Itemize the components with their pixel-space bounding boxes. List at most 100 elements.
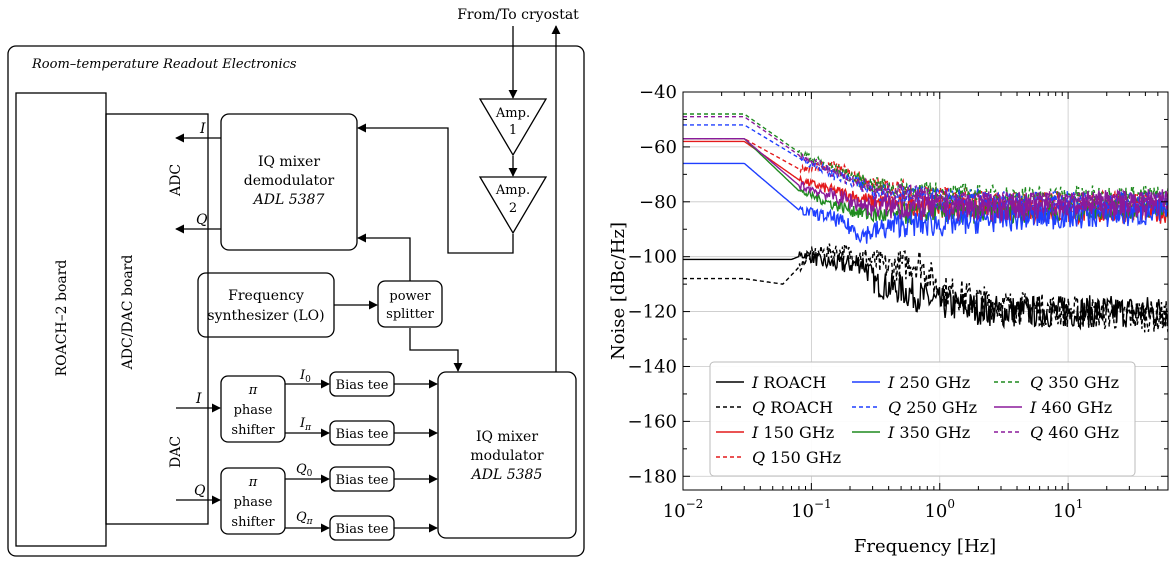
- splitter-line2: splitter: [386, 307, 434, 322]
- legend-label: Q 150 GHz: [752, 448, 841, 467]
- y-tick-label: −40: [639, 82, 677, 103]
- bias-tee-i0-label: Bias tee: [336, 378, 389, 393]
- cryostat-label: From/To cryostat: [457, 7, 579, 23]
- legend-label: I 250 GHz: [887, 373, 970, 392]
- x-tick-label-base: 10: [1053, 501, 1076, 522]
- noise-chart: 10−2 10−1 100 101−40−60−80−100−120−140−160−…: [608, 82, 1169, 557]
- x-tick-label-exp: 0: [947, 497, 955, 511]
- x-axis-label: Frequency [Hz]: [854, 536, 996, 557]
- signal-ipi-main: I: [299, 416, 306, 431]
- demodulator-line2: demodulator: [244, 173, 335, 189]
- readout-electronics-panel: [7, 45, 585, 557]
- x-tick-label-base: 10: [663, 501, 686, 522]
- x-tick-label-exp: 1: [1076, 497, 1084, 511]
- modulator-part: ADL 5385: [470, 467, 543, 483]
- legend-label-rest: 350 GHz: [894, 423, 970, 442]
- amp2-line1: Amp.: [495, 183, 530, 198]
- legend-label-symbol: I: [1029, 398, 1037, 417]
- amp2-triangle: [478, 176, 548, 235]
- bias-tee-qpi-label: Bias tee: [336, 522, 389, 537]
- legend-label-symbol: I: [887, 373, 895, 392]
- y-tick-label: −100: [628, 247, 677, 268]
- signal-ipi: Iπ: [299, 416, 312, 433]
- signal-q0-main: Q: [296, 462, 307, 477]
- y-axis-label: Noise [dBc/Hz]: [608, 222, 629, 360]
- phase-shifter-i-pi: π: [248, 383, 258, 398]
- signal-q0: Q0: [296, 462, 313, 479]
- synth-line2: synthesizer (LO): [207, 308, 324, 324]
- plot-frame: [682, 91, 1169, 491]
- legend-label-rest: 250 GHz: [894, 373, 970, 392]
- legend-label-symbol: Q: [888, 398, 901, 417]
- x-tick-label: 10−1: [791, 497, 832, 522]
- demodulator-line1: IQ mixer: [258, 154, 320, 170]
- series-line: [683, 162, 1168, 244]
- y-tick-label: −160: [628, 411, 677, 432]
- legend-label: Q 250 GHz: [888, 398, 977, 417]
- legend-label: Q ROACH: [752, 398, 833, 417]
- legend-label-rest: ROACH: [758, 373, 826, 392]
- legend-label: I 460 GHz: [1029, 398, 1112, 417]
- legend-label-rest: ROACH: [765, 398, 833, 417]
- signal-q-dac: Q: [194, 483, 206, 499]
- signal-qpi: Qπ: [296, 510, 314, 527]
- legend-label-symbol: I: [751, 423, 759, 442]
- signal-i-demod: I: [199, 121, 206, 137]
- bias-tee-q0-label: Bias tee: [336, 473, 389, 488]
- legend-label: I 350 GHz: [887, 423, 970, 442]
- legend-label-rest: 250 GHz: [901, 398, 977, 417]
- y-tick-label: −120: [628, 302, 677, 323]
- signal-qpi-sub: π: [306, 517, 314, 527]
- phase-shifter-q: [220, 467, 286, 535]
- panel-title: Room–temperature Readout Electronics: [31, 57, 297, 72]
- phase-shifter-i: [220, 375, 286, 443]
- legend-label-rest: 350 GHz: [1043, 373, 1119, 392]
- dac-label: DAC: [168, 436, 184, 468]
- phase-shifter-q-line3: shifter: [231, 515, 275, 530]
- phase-shifter-i-line3: shifter: [231, 423, 275, 438]
- x-tick-label: 100: [924, 497, 955, 522]
- roach-board-label: ROACH–2 board: [54, 260, 70, 377]
- legend-label-symbol: Q: [1030, 423, 1043, 442]
- series-line: [683, 116, 1168, 213]
- bias-tee-ipi-label: Bias tee: [336, 427, 389, 442]
- legend-label: Q 350 GHz: [1030, 373, 1119, 392]
- chart-series: [683, 113, 1168, 333]
- signal-i0-sub: 0: [305, 375, 311, 385]
- legend-label-symbol: Q: [752, 448, 765, 467]
- legend-label: I ROACH: [751, 373, 826, 392]
- legend-label-rest: 460 GHz: [1043, 423, 1119, 442]
- signal-q0-sub: 0: [307, 469, 313, 479]
- modulator-line1: IQ mixer: [476, 429, 538, 445]
- series-line: [683, 249, 1168, 331]
- adc-label: ADC: [168, 164, 184, 197]
- legend-label-symbol: Q: [752, 398, 765, 417]
- legend-label: Q 460 GHz: [1030, 423, 1119, 442]
- series-line: [683, 138, 1168, 224]
- x-tick-label-exp: −1: [814, 497, 832, 511]
- signal-i0: I0: [299, 368, 311, 385]
- legend-label-rest: 460 GHz: [1036, 398, 1112, 417]
- legend-box: [709, 361, 1136, 477]
- legend-label: I 150 GHz: [751, 423, 834, 442]
- signal-qpi-main: Q: [296, 510, 307, 525]
- signal-i-dac: I: [195, 391, 202, 407]
- signal-wires: [175, 25, 561, 533]
- demodulator-part: ADL 5387: [252, 192, 325, 208]
- amp1-line2: 1: [509, 123, 517, 138]
- legend-label-rest: 150 GHz: [765, 448, 841, 467]
- x-tick-label-base: 10: [791, 501, 814, 522]
- x-tick-label: 10−2: [663, 497, 704, 522]
- y-tick-label: −140: [628, 356, 677, 377]
- x-tick-label-base: 10: [924, 501, 947, 522]
- legend-label-symbol: I: [751, 373, 759, 392]
- adc-dac-board-label: ADC/DAC board: [120, 255, 136, 371]
- adc-dac-board: [105, 113, 209, 525]
- signal-i0-main: I: [299, 368, 306, 383]
- modulator-line2: modulator: [470, 448, 544, 464]
- amp1-line1: Amp.: [495, 106, 530, 121]
- synth-line1: Frequency: [228, 288, 304, 304]
- y-tick-label: −180: [628, 466, 677, 487]
